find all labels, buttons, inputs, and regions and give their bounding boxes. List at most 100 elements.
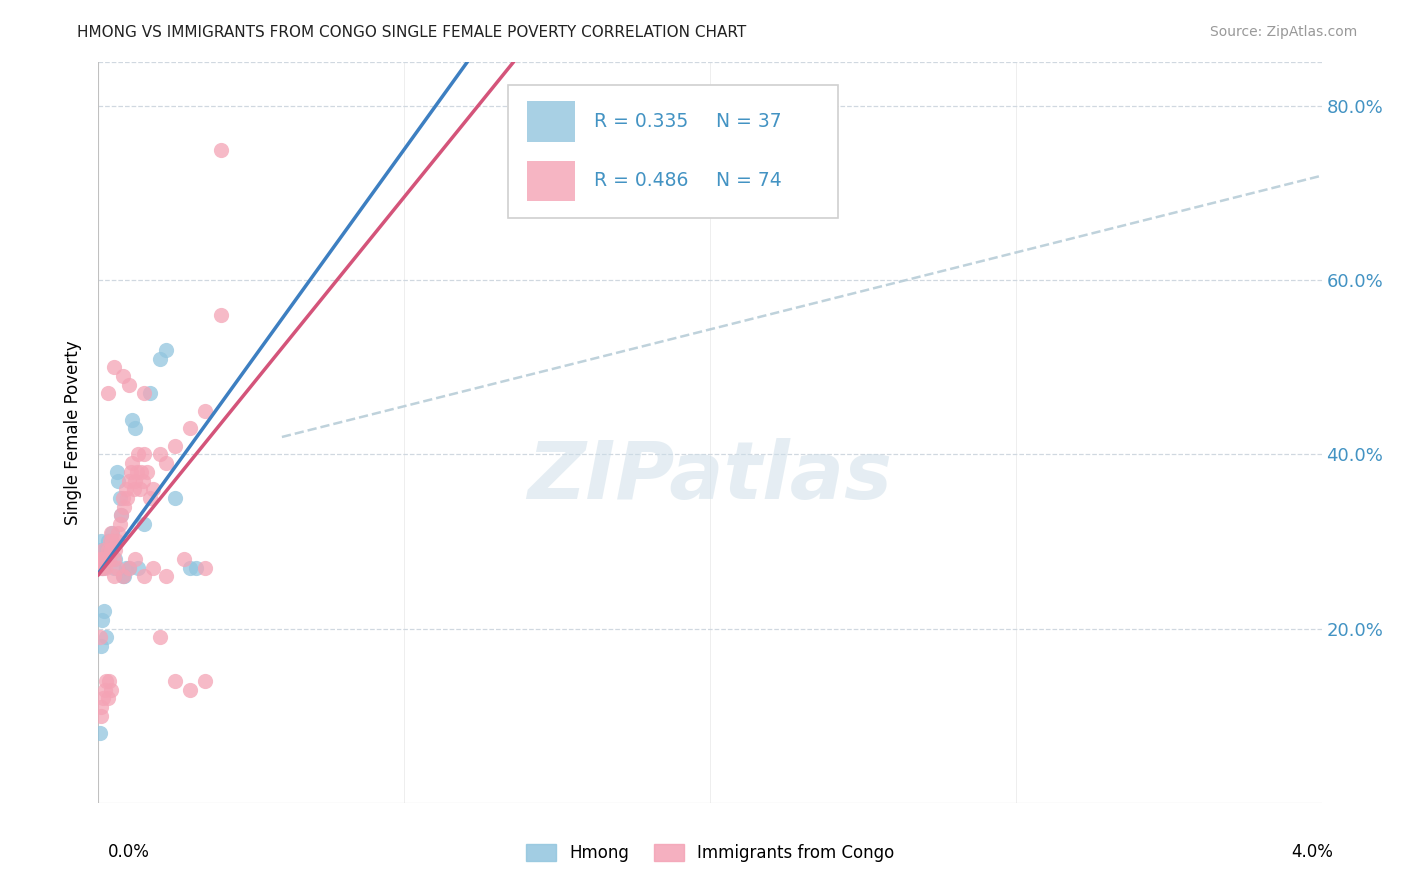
- Text: N = 74: N = 74: [716, 171, 782, 190]
- Hmong: [110, 508, 132, 523]
- Immigrants from Congo: [94, 552, 117, 566]
- Hmong: [163, 491, 186, 505]
- Hmong: [94, 552, 117, 566]
- Immigrants from Congo: [149, 630, 172, 644]
- Immigrants from Congo: [111, 369, 134, 384]
- Immigrants from Congo: [209, 143, 232, 157]
- Hmong: [179, 560, 201, 574]
- Text: N = 37: N = 37: [716, 112, 782, 131]
- Immigrants from Congo: [179, 682, 201, 697]
- Hmong: [101, 525, 124, 540]
- Immigrants from Congo: [111, 569, 134, 583]
- Immigrants from Congo: [179, 421, 201, 435]
- Immigrants from Congo: [98, 534, 121, 549]
- Hmong: [112, 569, 135, 583]
- Hmong: [149, 351, 172, 366]
- Immigrants from Congo: [194, 673, 217, 688]
- Hmong: [97, 534, 120, 549]
- Hmong: [100, 534, 122, 549]
- FancyBboxPatch shape: [508, 85, 838, 218]
- Immigrants from Congo: [128, 482, 150, 496]
- Immigrants from Congo: [121, 456, 143, 470]
- Immigrants from Congo: [110, 508, 132, 523]
- Immigrants from Congo: [118, 560, 141, 574]
- Hmong: [155, 343, 177, 357]
- Text: R = 0.335: R = 0.335: [593, 112, 688, 131]
- Immigrants from Congo: [90, 552, 112, 566]
- Hmong: [139, 386, 162, 401]
- Hmong: [91, 560, 114, 574]
- Immigrants from Congo: [93, 552, 115, 566]
- Immigrants from Congo: [117, 491, 139, 505]
- Immigrants from Congo: [194, 560, 217, 574]
- Immigrants from Congo: [134, 447, 156, 461]
- Hmong: [91, 613, 114, 627]
- Legend: Hmong, Immigrants from Congo: Hmong, Immigrants from Congo: [519, 837, 901, 869]
- Hmong: [105, 465, 128, 479]
- Immigrants from Congo: [118, 377, 141, 392]
- Hmong: [103, 560, 125, 574]
- Immigrants from Congo: [93, 552, 115, 566]
- Y-axis label: Single Female Poverty: Single Female Poverty: [65, 341, 83, 524]
- Immigrants from Congo: [163, 439, 186, 453]
- Immigrants from Congo: [124, 474, 146, 488]
- Hmong: [94, 630, 117, 644]
- Immigrants from Congo: [89, 630, 111, 644]
- Hmong: [108, 491, 131, 505]
- Immigrants from Congo: [89, 560, 111, 574]
- Immigrants from Congo: [124, 552, 146, 566]
- Immigrants from Congo: [90, 552, 112, 566]
- Hmong: [89, 726, 111, 740]
- Immigrants from Congo: [90, 708, 112, 723]
- Immigrants from Congo: [134, 569, 156, 583]
- Hmong: [104, 552, 127, 566]
- Hmong: [115, 560, 138, 574]
- Immigrants from Congo: [125, 465, 148, 479]
- Immigrants from Congo: [97, 386, 120, 401]
- Hmong: [91, 560, 114, 574]
- Immigrants from Congo: [108, 517, 131, 532]
- Immigrants from Congo: [142, 482, 165, 496]
- Immigrants from Congo: [105, 560, 128, 574]
- Immigrants from Congo: [142, 560, 165, 574]
- Immigrants from Congo: [115, 482, 138, 496]
- Immigrants from Congo: [155, 456, 177, 470]
- Immigrants from Congo: [209, 308, 232, 322]
- Immigrants from Congo: [101, 534, 124, 549]
- Hmong: [89, 543, 111, 558]
- Hmong: [186, 560, 208, 574]
- Immigrants from Congo: [112, 500, 135, 514]
- Immigrants from Congo: [100, 682, 122, 697]
- Hmong: [134, 517, 156, 532]
- Immigrants from Congo: [134, 386, 156, 401]
- Immigrants from Congo: [129, 465, 152, 479]
- Immigrants from Congo: [93, 682, 115, 697]
- Immigrants from Congo: [104, 543, 127, 558]
- Immigrants from Congo: [107, 525, 129, 540]
- Hmong: [127, 560, 149, 574]
- Immigrants from Congo: [120, 465, 142, 479]
- Hmong: [90, 552, 112, 566]
- Text: 4.0%: 4.0%: [1291, 843, 1333, 861]
- Immigrants from Congo: [97, 543, 120, 558]
- Immigrants from Congo: [94, 560, 117, 574]
- Immigrants from Congo: [103, 569, 125, 583]
- Immigrants from Congo: [100, 525, 122, 540]
- Hmong: [118, 560, 141, 574]
- Hmong: [111, 569, 134, 583]
- Immigrants from Congo: [118, 474, 141, 488]
- Immigrants from Congo: [103, 552, 125, 566]
- Hmong: [94, 543, 117, 558]
- Immigrants from Congo: [90, 700, 112, 714]
- Immigrants from Congo: [163, 673, 186, 688]
- Hmong: [98, 543, 121, 558]
- Immigrants from Congo: [194, 404, 217, 418]
- Immigrants from Congo: [100, 543, 122, 558]
- Hmong: [124, 421, 146, 435]
- Immigrants from Congo: [91, 560, 114, 574]
- FancyBboxPatch shape: [527, 102, 575, 142]
- FancyBboxPatch shape: [527, 161, 575, 202]
- Hmong: [90, 534, 112, 549]
- Immigrants from Congo: [98, 673, 121, 688]
- Text: ZIPatlas: ZIPatlas: [527, 438, 893, 516]
